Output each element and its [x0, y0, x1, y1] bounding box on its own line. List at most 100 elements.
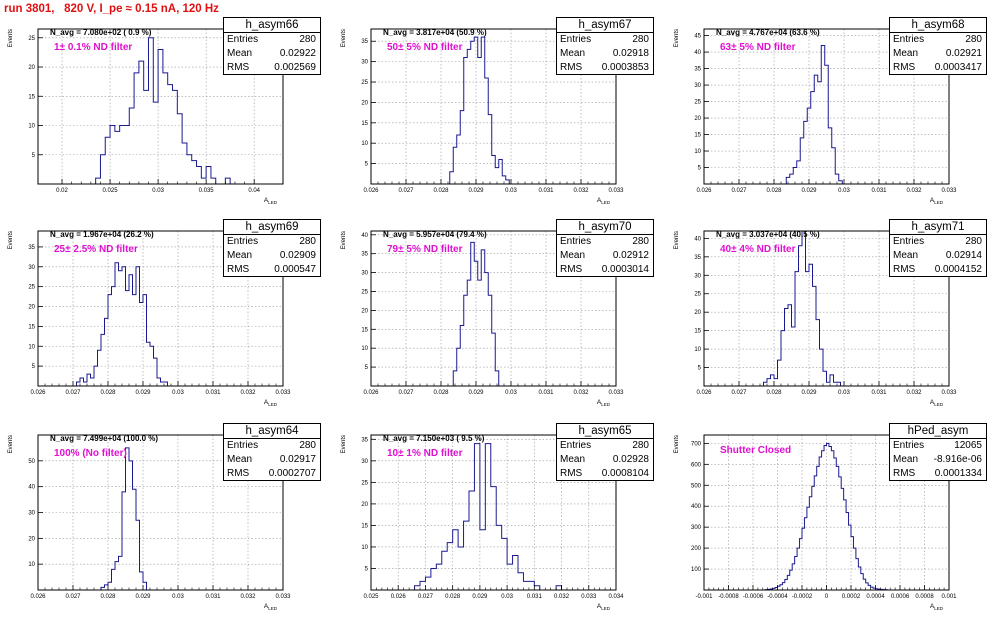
y-tick-label-5: 600: [691, 462, 702, 468]
stats-label-entries: Entries: [893, 440, 925, 451]
x-tick-label-2: 0.027: [418, 594, 434, 600]
y-axis-label: Events: [8, 29, 14, 47]
stats-box: h_asym66 Entries 280 Mean 0.02922 RMS 0.002569: [223, 17, 321, 75]
navg-label: N_avg = 7.080e+02 ( 0.9 %): [50, 28, 152, 37]
stats-value-entries: 280: [632, 440, 649, 451]
stats-value-mean: 0.02921: [945, 48, 982, 59]
y-tick-label-1: 10: [694, 347, 701, 353]
stats-box: h_asym65 Entries 280 Mean 0.02928 RMS 0.000810…: [556, 423, 654, 481]
x-tick-label-6: 0.032: [240, 390, 256, 396]
y-tick-label-0: 5: [698, 166, 702, 172]
x-tick-label-0: 0.025: [363, 594, 379, 600]
stats-title: h_asym68: [890, 18, 986, 33]
stats-label-entries: Entries: [560, 34, 592, 45]
x-tick-label-0: 0.02: [56, 188, 68, 194]
histogram-line-h_asym67: [449, 36, 510, 184]
stats-row-rms: RMS 0.0004152: [890, 263, 986, 277]
stats-value-rms: 0.0003417: [934, 62, 982, 73]
x-tick-label-0: 0.026: [696, 390, 712, 396]
stats-value-rms: 0.0004152: [934, 264, 982, 275]
x-tick-label-2: 0.028: [100, 594, 116, 600]
x-tick-label-1: -0.0008: [718, 594, 739, 600]
stats-row-mean: Mean 0.02914: [890, 249, 986, 263]
histogram-line-h_asym64: [100, 447, 147, 590]
stats-label-rms: RMS: [560, 62, 583, 73]
histogram-panel-h_asym67: 0.026 0.027 0.028 0.029 0.03 0.031 0.032 0.033 5…: [333, 17, 663, 223]
y-tick-label-2: 15: [694, 329, 701, 335]
x-tick-label-0: -0.001: [695, 594, 713, 600]
histogram-line-h_asym70: [452, 241, 500, 386]
x-axis-label: ALED: [264, 197, 278, 205]
stats-value-mean: 0.02917: [279, 454, 316, 465]
y-tick-label-1: 10: [694, 149, 701, 155]
y-axis-label: Events: [8, 435, 14, 453]
stats-value-mean: -8.916e-06: [933, 454, 982, 465]
stats-label-rms: RMS: [227, 264, 250, 275]
y-tick-label-4: 25: [28, 36, 35, 42]
x-tick-label-9: 0.0008: [915, 594, 934, 600]
y-tick-label-5: 30: [28, 265, 35, 271]
stats-row-mean: Mean 0.02909: [224, 249, 320, 263]
navg-label: N_avg = 4.767e+04 (63.6 %): [716, 28, 820, 37]
stats-row-entries: Entries 280: [224, 439, 320, 453]
x-axis-label: ALED: [597, 197, 611, 205]
filter-label: Shutter Closed: [720, 445, 792, 456]
y-tick-label-2: 15: [694, 133, 701, 139]
x-tick-label-0: 0.026: [30, 594, 46, 600]
y-tick-label-4: 50: [28, 459, 35, 465]
stats-row-entries: Entries 280: [890, 235, 986, 249]
y-tick-label-6: 35: [694, 255, 701, 261]
x-tick-label-5: 0.031: [205, 390, 221, 396]
stats-row-mean: Mean 0.02921: [890, 47, 986, 61]
y-tick-label-4: 25: [361, 480, 368, 486]
y-tick-label-3: 20: [361, 100, 368, 106]
stats-title: h_asym67: [557, 18, 653, 33]
y-tick-label-1: 200: [691, 546, 702, 552]
stats-label-entries: Entries: [893, 236, 925, 247]
x-tick-label-4: 0.03: [172, 390, 184, 396]
x-tick-label-7: 0.033: [275, 390, 291, 396]
stats-label-entries: Entries: [560, 440, 592, 451]
stats-label-rms: RMS: [560, 468, 583, 479]
y-tick-label-7: 40: [361, 233, 368, 239]
y-tick-label-3: 20: [28, 65, 35, 71]
stats-value-rms: 0.000547: [274, 264, 316, 275]
stats-row-entries: Entries 280: [890, 33, 986, 47]
stats-label-rms: RMS: [893, 264, 916, 275]
y-tick-label-0: 5: [698, 366, 702, 372]
y-axis-label: Events: [674, 435, 680, 453]
stats-value-entries: 280: [299, 236, 316, 247]
y-axis-label: Events: [341, 231, 347, 249]
x-tick-label-0: 0.026: [696, 188, 712, 194]
x-tick-label-0: 0.026: [30, 390, 46, 396]
histogram-svg-h_asym64: 0.026 0.027 0.028 0.029 0.03 0.031 0.032 0.033 1…: [8, 434, 291, 611]
x-tick-label-8: 0.0006: [891, 594, 910, 600]
filter-label: 1± 0.1% ND filter: [54, 42, 133, 53]
stats-value-mean: 0.02922: [279, 48, 316, 59]
x-tick-label-3: 0.029: [801, 188, 817, 194]
y-tick-label-2: 15: [361, 121, 368, 127]
x-axis-label: ALED: [930, 399, 944, 407]
stats-label-entries: Entries: [560, 236, 592, 247]
filter-label: 25± 2.5% ND filter: [54, 244, 138, 255]
x-tick-label-5: 0.03: [501, 594, 513, 600]
x-tick-label-3: 0.029: [468, 390, 484, 396]
x-tick-label-2: 0.028: [766, 390, 782, 396]
y-tick-label-6: 35: [361, 252, 368, 258]
x-tick-label-9: 0.034: [608, 594, 624, 600]
y-tick-label-3: 20: [694, 310, 701, 316]
x-tick-label-1: 0.027: [65, 390, 81, 396]
histogram-svg-h_asym71: 0.026 0.027 0.028 0.029 0.03 0.031 0.032 0.033 5…: [674, 230, 957, 407]
y-tick-label-4: 25: [361, 80, 368, 86]
stats-row-rms: RMS 0.000547: [224, 263, 320, 277]
stats-row-mean: Mean 0.02918: [557, 47, 653, 61]
y-axis-label: Events: [674, 231, 680, 249]
stats-label-rms: RMS: [227, 62, 250, 73]
filter-label: 40± 4% ND filter: [720, 244, 796, 255]
stats-title: h_asym70: [557, 220, 653, 235]
y-tick-label-1: 10: [28, 344, 35, 350]
y-tick-label-1: 10: [361, 141, 368, 147]
x-tick-label-5: 0.031: [538, 390, 554, 396]
x-tick-label-4: 0.029: [472, 594, 488, 600]
plot-frame: [370, 230, 617, 387]
